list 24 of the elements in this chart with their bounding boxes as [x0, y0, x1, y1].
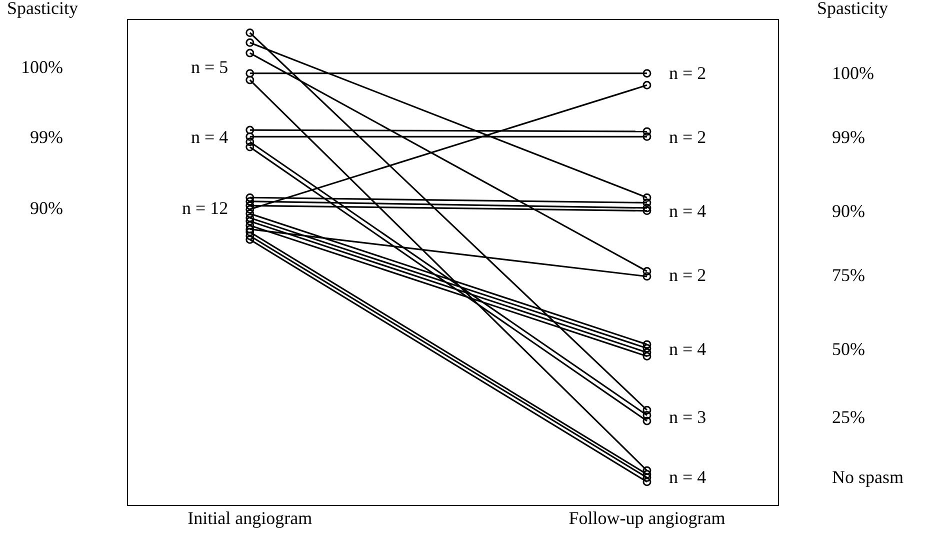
- annotation: n = 12: [182, 198, 228, 218]
- x-tick-label: Initial angiogram: [188, 508, 312, 528]
- text: 90%: [30, 198, 63, 218]
- annotation: n = 3: [669, 407, 706, 427]
- text: 25%: [832, 407, 865, 427]
- text: No spasm: [832, 467, 904, 487]
- text: 99%: [30, 127, 63, 147]
- text: 100%: [832, 63, 874, 83]
- x-tick-label: Follow-up angiogram: [568, 508, 726, 528]
- text: 50%: [832, 339, 865, 359]
- annotation: n = 2: [669, 63, 706, 83]
- y2-axis-title: Spasticity: [7, 0, 78, 18]
- y-axis-title: Spasticity: [817, 0, 888, 18]
- annotation: n = 4: [669, 201, 706, 221]
- annotation: n = 2: [669, 265, 706, 285]
- annotation: n = 4: [669, 467, 706, 487]
- text: 90%: [832, 201, 865, 221]
- annotation: n = 5: [191, 57, 228, 77]
- annotation: n = 2: [669, 127, 706, 147]
- text: 75%: [832, 265, 865, 285]
- annotation: n = 4: [669, 339, 706, 359]
- text: 100%: [21, 57, 63, 77]
- text: 99%: [832, 127, 865, 147]
- annotation: n = 4: [191, 127, 228, 147]
